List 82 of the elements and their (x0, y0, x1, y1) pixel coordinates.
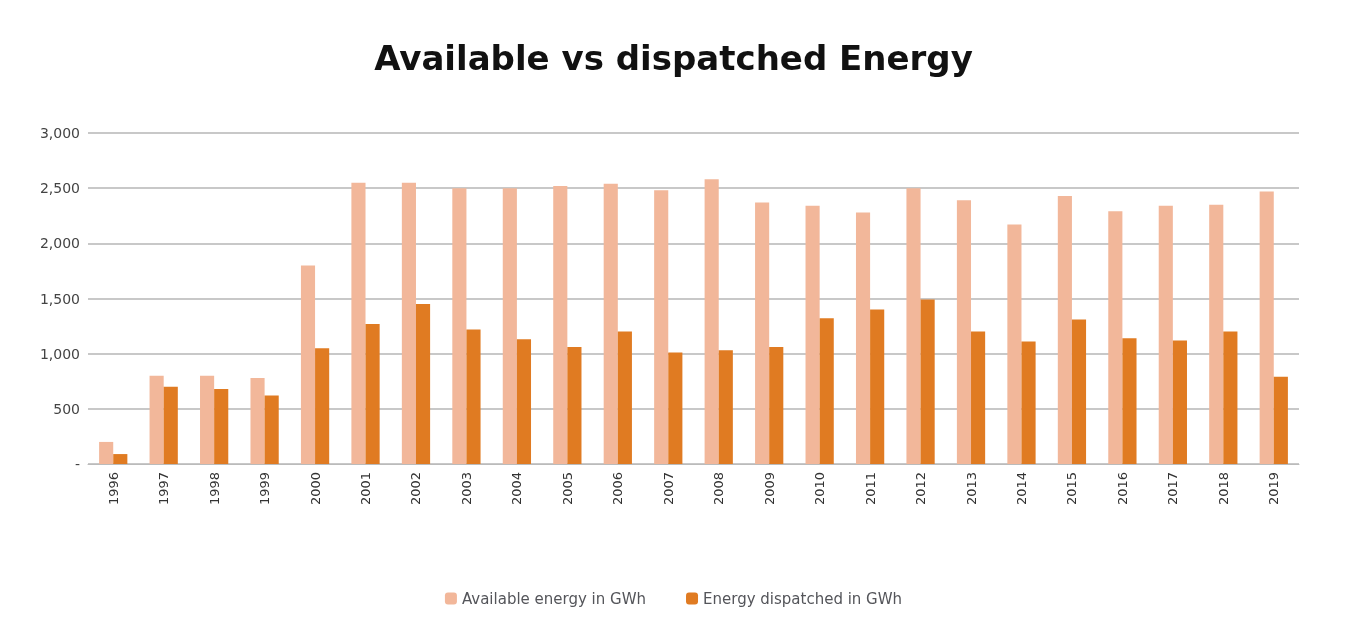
bar (452, 188, 467, 464)
bar (365, 323, 380, 464)
y-tick-label: 2,000 (39, 235, 80, 252)
x-tick-label: 2006 (610, 472, 626, 506)
x-tick-label: 2014 (1013, 472, 1029, 506)
bar (855, 212, 871, 464)
x-tick-label: 1998 (206, 472, 222, 506)
x-tick-label: 2008 (711, 472, 727, 506)
x-tick-label: 1996 (105, 472, 121, 506)
x-tick-label: 2003 (458, 472, 474, 506)
bar (502, 188, 517, 464)
bar (668, 352, 683, 464)
bar (466, 329, 481, 464)
bar (603, 183, 618, 464)
bar (805, 205, 820, 464)
bar (1071, 319, 1087, 464)
bar (415, 304, 431, 464)
x-tick-label: 2011 (862, 472, 878, 506)
bar (1273, 376, 1288, 464)
bar (1172, 340, 1187, 464)
bar (401, 182, 416, 464)
bar (1122, 338, 1137, 464)
bar (718, 350, 733, 464)
x-tick-label: 2009 (761, 472, 777, 506)
bar (1209, 204, 1224, 464)
x-tick-label: 2019 (1266, 472, 1282, 506)
bar (264, 395, 279, 464)
y-tick-label: - (74, 456, 80, 472)
bar (755, 202, 770, 464)
x-tick-label: 2002 (408, 472, 424, 506)
x-tick-label: 2012 (913, 472, 929, 506)
bar (906, 188, 921, 464)
x-tick-label: 2015 (1064, 472, 1080, 506)
bar (1108, 211, 1123, 464)
bar (351, 182, 366, 464)
x-tick-label: 2007 (660, 472, 676, 506)
bar (315, 348, 330, 464)
x-tick-label: 2004 (509, 472, 525, 506)
bar (113, 454, 128, 464)
bar (553, 185, 568, 464)
bar (1259, 191, 1274, 464)
chart-title: Available vs dispatched Energy (374, 38, 973, 78)
bar (1223, 331, 1238, 464)
x-tick-label: 2001 (358, 472, 374, 506)
legend-label: Available energy in GWh (461, 589, 647, 608)
bar (567, 347, 582, 464)
bar (617, 331, 632, 464)
bar (971, 331, 986, 464)
bar (1158, 205, 1173, 464)
x-tick-label: 2010 (812, 472, 828, 506)
y-tick-label: 2,500 (39, 180, 80, 197)
bar (99, 441, 114, 464)
x-tick-label: 2013 (963, 472, 979, 506)
x-tick-label: 2017 (1165, 472, 1181, 506)
bar (1007, 224, 1022, 464)
bar (870, 309, 885, 464)
bar (149, 375, 164, 464)
bar (516, 339, 532, 464)
bar (1057, 195, 1072, 464)
bar (214, 388, 229, 464)
bar (819, 318, 834, 464)
legend-label: Energy dispatched in GWh (703, 589, 903, 608)
x-tick-label: 2005 (559, 472, 575, 506)
y-tick-label: 500 (53, 400, 80, 417)
x-tick-label: 1999 (257, 472, 273, 506)
bar (704, 179, 719, 464)
x-tick-label: 1997 (156, 472, 172, 506)
bar (163, 386, 178, 464)
bar (654, 190, 669, 464)
bar (200, 375, 215, 464)
x-tick-label: 2000 (307, 472, 323, 506)
bar (769, 347, 784, 464)
x-tick-label: 2016 (1114, 472, 1130, 506)
bar (956, 200, 972, 464)
y-tick-label: 3,000 (39, 125, 80, 141)
bar (300, 265, 316, 464)
y-tick-label: 1,000 (39, 345, 80, 362)
bar (920, 299, 935, 464)
bar (1021, 341, 1036, 464)
bar (250, 377, 265, 464)
x-tick-label: 2018 (1215, 472, 1231, 506)
y-tick-label: 1,500 (39, 290, 80, 307)
